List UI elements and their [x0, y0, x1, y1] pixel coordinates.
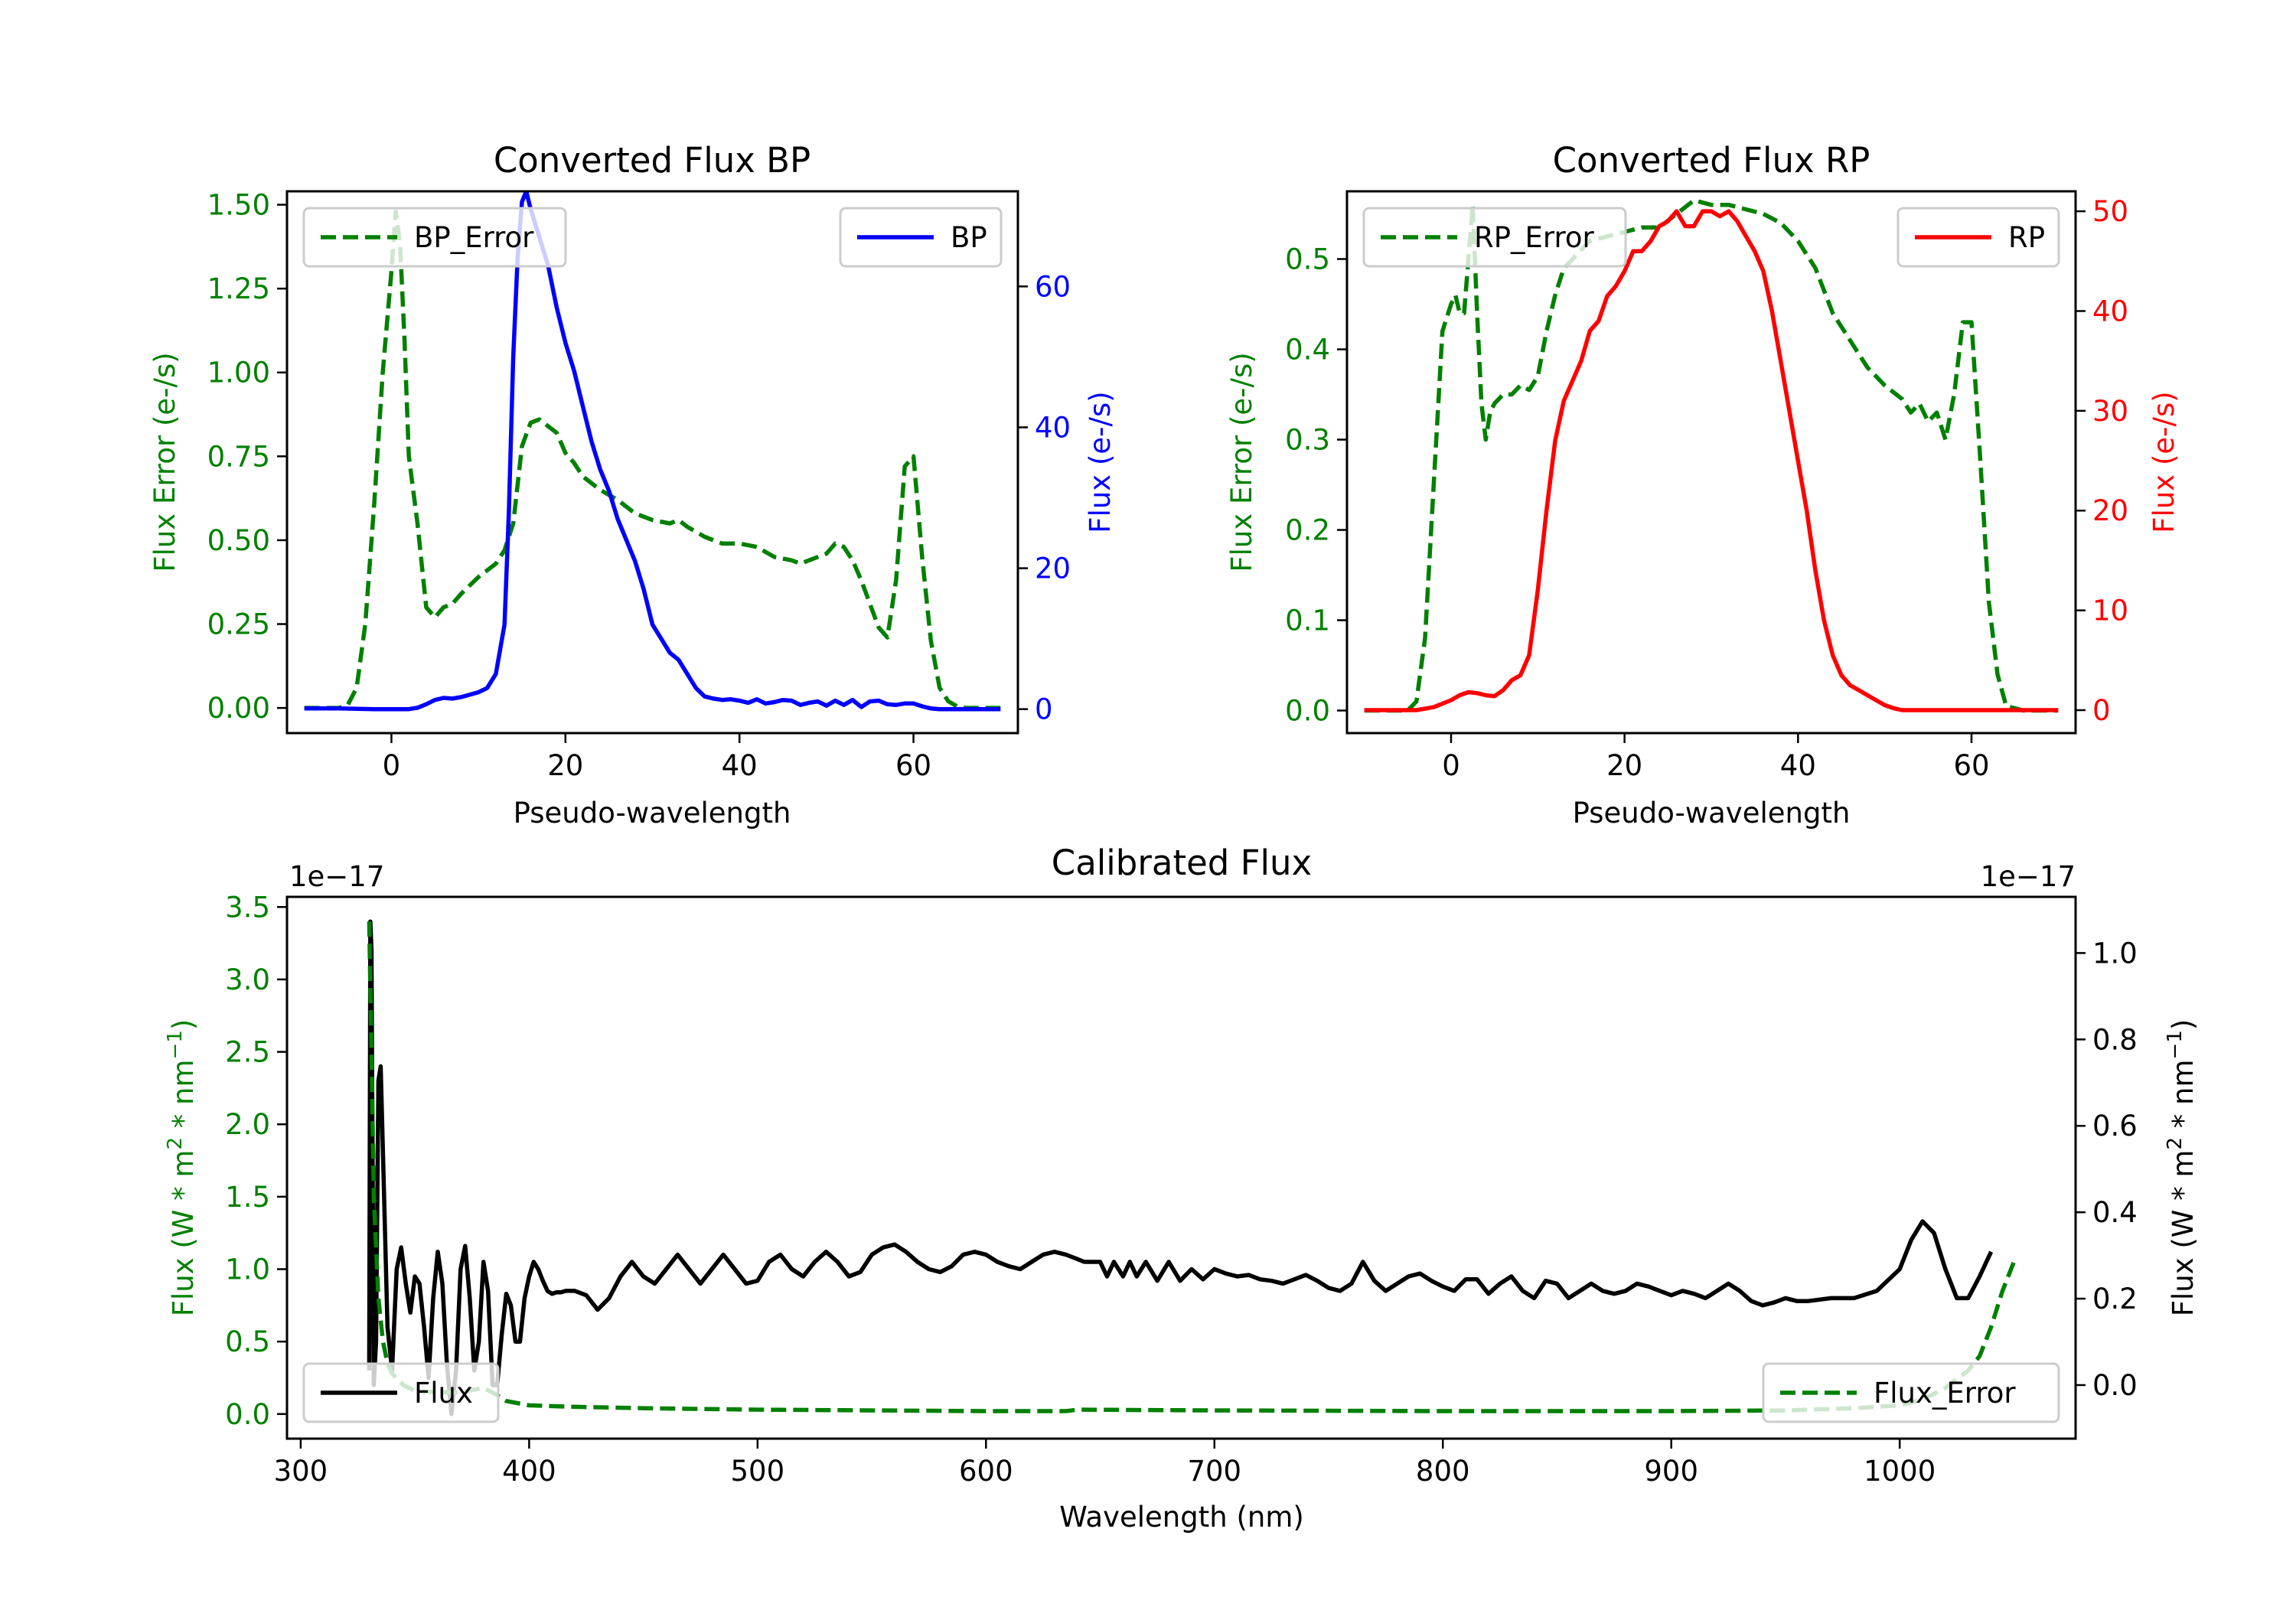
y-tick-label-left: 0.3: [1285, 424, 1330, 457]
x-tick-label: 60: [895, 749, 931, 782]
y-tick-label-left: 3.5: [225, 891, 270, 924]
x-tick-label: 800: [1416, 1455, 1470, 1488]
x-tick-label: 600: [959, 1455, 1013, 1488]
x-tick-label: 40: [722, 749, 758, 782]
y-tick-label-left: 2.5: [225, 1036, 270, 1069]
y-tick-label-left: 0.5: [225, 1325, 270, 1358]
x-tick-label: 20: [547, 749, 583, 782]
series-line-flux: [367, 919, 1994, 1416]
y-tick-label-right: 0.2: [2092, 1283, 2138, 1315]
legend-label: Flux: [414, 1377, 473, 1410]
y-tick-label-left: 0.75: [207, 440, 270, 473]
y-tick-label-right: 1.0: [2092, 937, 2138, 970]
y-tick-label-right: 0.0: [2092, 1369, 2138, 1402]
legend-rp: RP: [1896, 207, 2060, 268]
legend-rp-error: RP_Error: [1362, 207, 1627, 268]
y-tick-label-right: 0.4: [2092, 1196, 2138, 1229]
x-tick-label: 1000: [1864, 1455, 1936, 1488]
y-tick-label-right: 0: [1035, 693, 1053, 726]
legend-label: Flux_Error: [1874, 1377, 2016, 1410]
y-tick-label-left: 0.2: [1285, 514, 1330, 547]
y-tick-label-right: 20: [1035, 553, 1071, 585]
x-tick-label: 0: [1442, 749, 1460, 782]
y-tick-label-left: 0.25: [207, 608, 270, 641]
y-tick-label-left: 1.0: [225, 1253, 270, 1286]
chart-title: Calibrated Flux: [1052, 843, 1312, 883]
x-tick-label: 400: [502, 1455, 556, 1488]
series-line-bp: [304, 191, 1001, 712]
x-tick-label: 300: [274, 1455, 328, 1488]
y-tick-label-left: 0.1: [1285, 605, 1330, 637]
y-tick-label-left: 3.0: [225, 963, 270, 996]
y-tick-label-left: 1.50: [207, 189, 270, 222]
y-axis-label-right: Flux (e-/s): [2148, 391, 2180, 533]
y-tick-label-left: 2.0: [225, 1108, 270, 1141]
y-tick-label-right: 0.8: [2092, 1023, 2138, 1056]
offset-text-right: 1e−17: [1981, 860, 2076, 893]
x-tick-label: 700: [1187, 1455, 1241, 1488]
x-axis-label: Pseudo-wavelength: [1573, 797, 1851, 830]
series-group: [1364, 198, 2059, 713]
y-tick-label-left: 0.00: [207, 692, 270, 725]
offset-text-left: 1e−17: [289, 860, 384, 893]
y-axis-label-right: Flux (W * m2 * nm−1): [2164, 1019, 2200, 1317]
y-tick-label-right: 40: [2092, 295, 2128, 328]
axes-frame: [285, 895, 2077, 1440]
legend-bp-error: BP_Error: [302, 207, 567, 268]
y-tick-label-right: 0.6: [2092, 1110, 2138, 1143]
x-tick-label: 900: [1644, 1455, 1698, 1488]
y-tick-label-left: 0.50: [207, 524, 270, 557]
x-tick-label: 0: [383, 749, 401, 782]
y-axis-label-left: Flux Error (e-/s): [148, 352, 181, 572]
x-tick-label: 20: [1606, 749, 1642, 782]
legend-label: BP: [951, 221, 987, 254]
y-tick-label-right: 0: [2092, 694, 2111, 727]
y-tick-label-left: 1.00: [207, 357, 270, 390]
legend-label: RP: [2008, 221, 2045, 254]
panel-converted-flux-bp: Converted Flux BP Pseudo-wavelength Flux…: [148, 140, 1117, 830]
y-tick-label-left: 0.5: [1285, 243, 1330, 276]
x-tick-label: 60: [1953, 749, 1989, 782]
series-line-rp-error: [1364, 198, 2059, 713]
x-axis-label: Pseudo-wavelength: [514, 797, 791, 830]
legend-box: [1762, 1362, 2060, 1423]
y-tick-label-right: 20: [2092, 494, 2128, 527]
legend-box: [302, 1362, 500, 1423]
chart-title: Converted Flux RP: [1553, 140, 1870, 181]
y-tick-label-left: 0.4: [1285, 334, 1330, 367]
legend-bp: BP: [839, 207, 1003, 268]
y-tick-label-left: 0.0: [225, 1398, 270, 1431]
y-tick-label-left: 0.0: [1285, 695, 1330, 728]
y-tick-label-right: 40: [1035, 411, 1071, 444]
y-axis-label-left: Flux (W * m2 * nm−1): [164, 1019, 200, 1317]
y-tick-label-right: 10: [2092, 595, 2128, 627]
x-axis-label: Wavelength (nm): [1059, 1501, 1304, 1534]
series-group: [304, 191, 1001, 712]
y-tick-label-left: 1.5: [225, 1181, 270, 1214]
legend-flux: Flux: [302, 1362, 500, 1423]
panel-converted-flux-rp: Converted Flux RP Pseudo-wavelength Flux…: [1225, 140, 2180, 830]
x-tick-label: 40: [1780, 749, 1816, 782]
panel-calibrated-flux: Calibrated Flux Wavelength (nm) 1e−17 1e…: [164, 843, 2200, 1534]
y-tick-label-right: 50: [2092, 195, 2128, 228]
y-tick-label-right: 60: [1035, 270, 1071, 303]
y-tick-label-left: 1.25: [207, 272, 270, 305]
y-axis-label-left: Flux Error (e-/s): [1225, 352, 1258, 572]
legend-flux-error: Flux_Error: [1762, 1362, 2060, 1423]
axes-frame: [285, 190, 1019, 735]
x-tick-label: 500: [731, 1455, 785, 1488]
y-axis-label-right: Flux (e-/s): [1084, 391, 1117, 533]
legend-box: [302, 207, 567, 268]
y-tick-label-right: 30: [2092, 395, 2128, 428]
legend-box: [1362, 207, 1627, 268]
series-line-rp: [1364, 209, 2059, 712]
chart-title: Converted Flux BP: [494, 140, 810, 181]
axes-frame: [1345, 190, 2077, 735]
legend-label: RP_Error: [1474, 221, 1594, 254]
legend-label: BP_Error: [414, 221, 534, 254]
